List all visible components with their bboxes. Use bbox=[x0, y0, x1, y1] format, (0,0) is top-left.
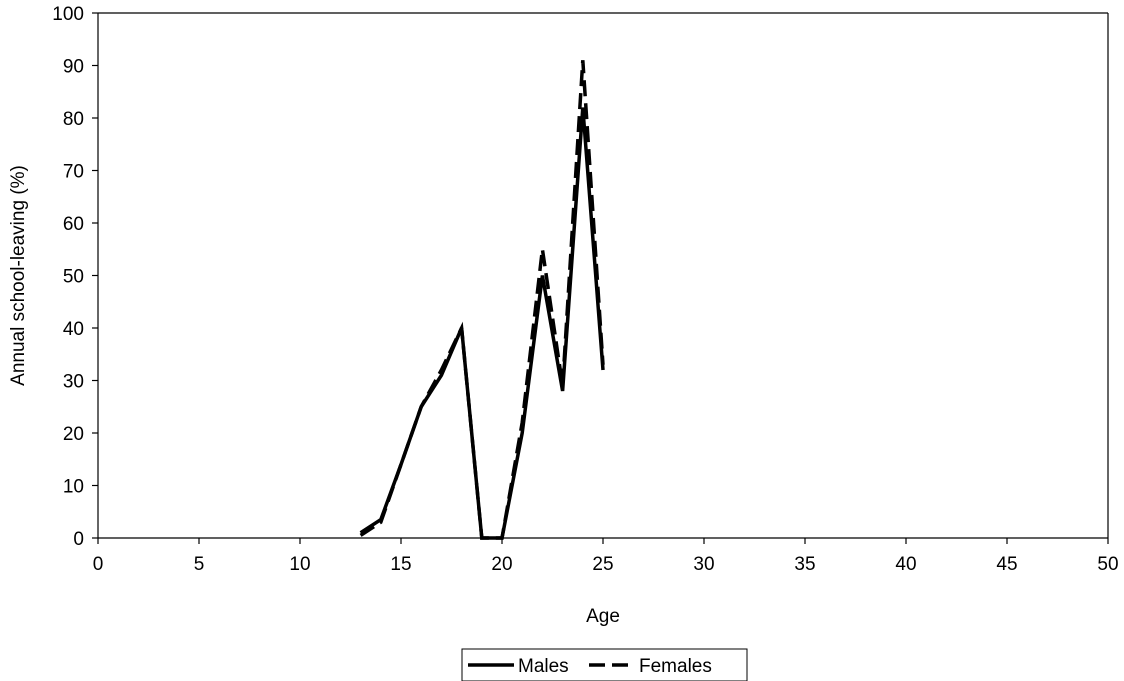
series-layer bbox=[359, 60, 605, 540]
series-line-males bbox=[359, 107, 605, 540]
x-tick-label: 5 bbox=[194, 554, 205, 575]
y-tick-label: 20 bbox=[63, 424, 84, 445]
y-tick-label: 60 bbox=[63, 214, 84, 235]
x-tick-label: 40 bbox=[895, 554, 916, 575]
legend: Males Females bbox=[461, 648, 748, 681]
x-tick-label: 25 bbox=[592, 554, 613, 575]
x-tick-label: 15 bbox=[390, 554, 411, 575]
y-tick-label: 30 bbox=[63, 372, 84, 393]
x-tick-label: 20 bbox=[491, 554, 512, 575]
legend-label-males: Males bbox=[518, 656, 569, 677]
y-tick-label: 80 bbox=[63, 109, 84, 130]
x-tick-label: 0 bbox=[93, 554, 104, 575]
y-tick-label: 50 bbox=[63, 267, 84, 288]
x-tick-label: 10 bbox=[289, 554, 310, 575]
y-axis-ticks: 0 10 20 30 40 50 60 70 80 90 100 bbox=[52, 4, 98, 550]
y-tick-label: 0 bbox=[73, 529, 84, 550]
y-tick-label: 10 bbox=[63, 477, 84, 498]
x-tick-label: 35 bbox=[794, 554, 815, 575]
x-axis-ticks: 0 5 10 15 20 25 30 35 40 45 50 bbox=[93, 538, 1119, 575]
y-tick-label: 90 bbox=[63, 57, 84, 78]
y-tick-label: 70 bbox=[63, 162, 84, 183]
x-axis-title: Age bbox=[586, 606, 620, 627]
y-tick-label: 40 bbox=[63, 319, 84, 340]
x-tick-label: 45 bbox=[996, 554, 1017, 575]
x-tick-label: 30 bbox=[693, 554, 714, 575]
x-tick-label: 50 bbox=[1097, 554, 1118, 575]
y-tick-label: 100 bbox=[52, 4, 84, 25]
legend-label-females: Females bbox=[639, 656, 712, 677]
y-axis-title: Annual school-leaving (%) bbox=[8, 165, 29, 386]
